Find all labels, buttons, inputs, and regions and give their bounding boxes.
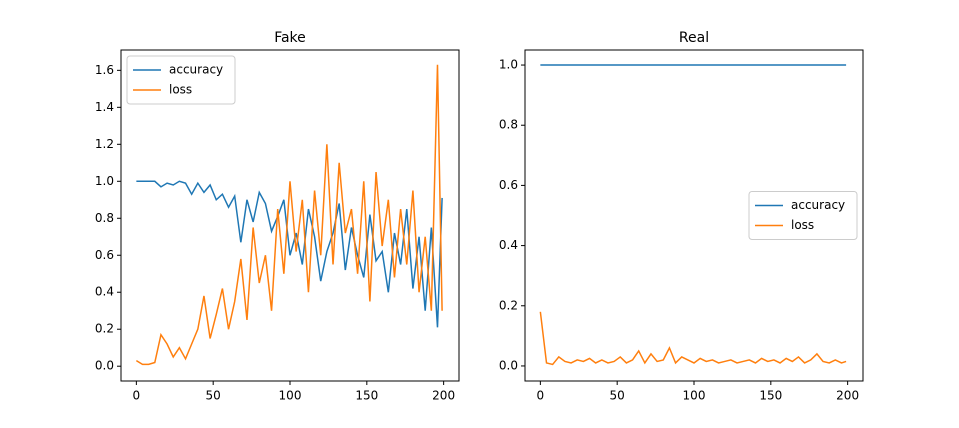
legend-label: accuracy xyxy=(169,63,223,77)
x-tick-label: 100 xyxy=(683,389,706,403)
y-tick-label: 0.6 xyxy=(95,248,114,262)
axes-frame xyxy=(120,49,460,382)
y-tick-label: 0.4 xyxy=(499,238,518,252)
legend-box xyxy=(748,191,858,240)
y-tick-label: 1.4 xyxy=(95,100,114,114)
x-tick-label: 100 xyxy=(279,389,302,403)
axes-frame xyxy=(524,49,864,382)
legend: accuracy loss xyxy=(126,55,236,105)
x-tick-label: 0 xyxy=(133,389,141,403)
y-tick-label: 1.6 xyxy=(95,63,114,77)
x-tick-label: 200 xyxy=(432,389,455,403)
y-tick-label: 0.0 xyxy=(95,359,114,373)
y-tick-label: 0.0 xyxy=(499,358,518,372)
x-tick-label: 50 xyxy=(610,389,625,403)
x-tick-label: 150 xyxy=(355,389,378,403)
x-tick-label: 200 xyxy=(836,389,859,403)
chart-title: Fake xyxy=(274,30,306,46)
y-tick-label: 0.8 xyxy=(499,118,518,132)
legend-label: accuracy xyxy=(791,198,845,212)
y-tick-label: 0.2 xyxy=(499,298,518,312)
chart-title: Real xyxy=(679,30,709,46)
y-tick-label: 0.8 xyxy=(95,211,114,225)
y-tick-label: 0.6 xyxy=(499,178,518,192)
legend: accuracy loss xyxy=(748,191,858,240)
data-line xyxy=(135,64,443,366)
y-tick-label: 0.2 xyxy=(95,322,114,336)
x-tick-label: 150 xyxy=(759,389,782,403)
y-tick-label: 1.2 xyxy=(95,137,114,151)
legend-box xyxy=(126,55,236,105)
legend-label: loss xyxy=(169,83,192,97)
x-tick-label: 0 xyxy=(537,389,545,403)
legend-label: loss xyxy=(791,218,814,232)
y-tick-label: 1.0 xyxy=(95,174,114,188)
x-tick-label: 50 xyxy=(206,389,221,403)
y-tick-label: 1.0 xyxy=(499,58,518,72)
data-line xyxy=(539,311,847,366)
y-tick-label: 0.4 xyxy=(95,285,114,299)
